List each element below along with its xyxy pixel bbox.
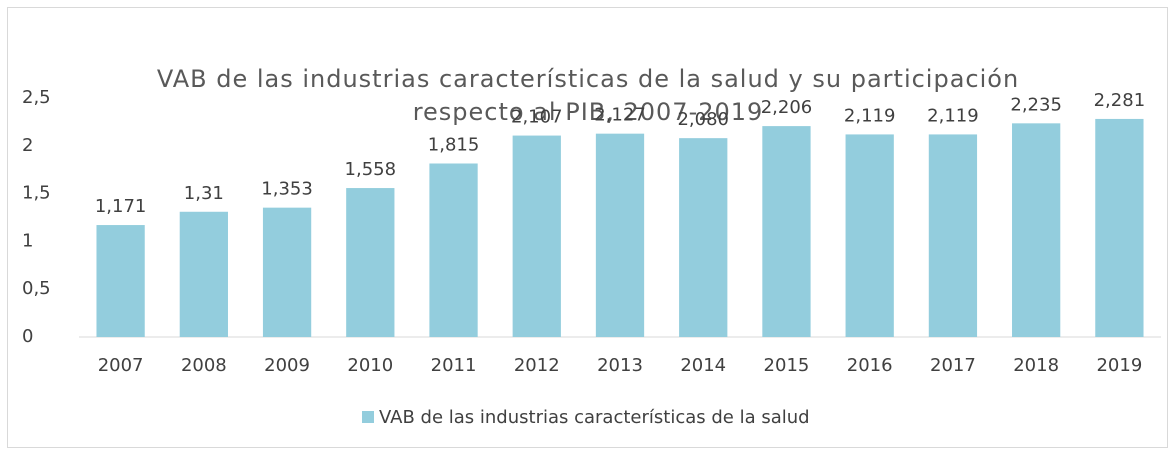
y-tick-label: 0 [22, 326, 33, 347]
y-tick-label: 2,5 [22, 87, 51, 108]
data-label: 2,080 [677, 109, 729, 130]
data-label: 1,815 [428, 134, 480, 155]
data-label: 2,281 [1094, 90, 1146, 111]
bar [179, 211, 228, 337]
x-tick-label: 2017 [930, 355, 976, 376]
bar [429, 163, 478, 337]
y-tick-label: 1,5 [22, 183, 51, 204]
x-tick-label: 2016 [847, 355, 893, 376]
data-label: 2,235 [1010, 94, 1062, 115]
bar [845, 134, 894, 337]
chart-title: respecto al PIB, 2007-2019 [413, 98, 764, 126]
chart-title: VAB de las industrias características de… [157, 65, 1019, 93]
y-tick-label: 0,5 [22, 278, 51, 299]
bar [1012, 123, 1061, 337]
x-tick-label: 2008 [181, 355, 227, 376]
y-tick-label: 1 [22, 230, 33, 251]
bar [1095, 118, 1144, 337]
bar [762, 126, 811, 337]
data-label: 1,31 [184, 183, 224, 204]
x-tick-label: 2012 [514, 355, 560, 376]
x-tick-label: 2010 [347, 355, 393, 376]
data-label: 1,353 [261, 179, 313, 200]
x-tick-label: 2019 [1096, 355, 1142, 376]
y-tick-label: 2 [22, 135, 33, 156]
x-tick-label: 2015 [764, 355, 810, 376]
bar [96, 225, 145, 337]
x-tick-label: 2009 [264, 355, 310, 376]
bar [262, 207, 312, 337]
data-label: 2,119 [844, 105, 896, 126]
x-tick-label: 2013 [597, 355, 643, 376]
x-tick-label: 2011 [431, 355, 477, 376]
x-tick-label: 2014 [680, 355, 726, 376]
data-label: 1,171 [95, 196, 147, 217]
data-label: 2,127 [594, 105, 646, 126]
data-label: 2,107 [511, 107, 563, 128]
data-label: 1,558 [345, 159, 397, 180]
bar [928, 134, 978, 337]
data-label: 2,206 [761, 97, 813, 118]
x-tick-label: 2018 [1013, 355, 1059, 376]
bar [346, 188, 395, 337]
bar [595, 133, 645, 337]
legend-label: VAB de las industrias características de… [379, 407, 810, 428]
bar [512, 135, 561, 337]
legend-swatch [362, 411, 374, 423]
x-tick-label: 2007 [98, 355, 144, 376]
data-label: 2,119 [927, 105, 979, 126]
bar [679, 138, 728, 337]
